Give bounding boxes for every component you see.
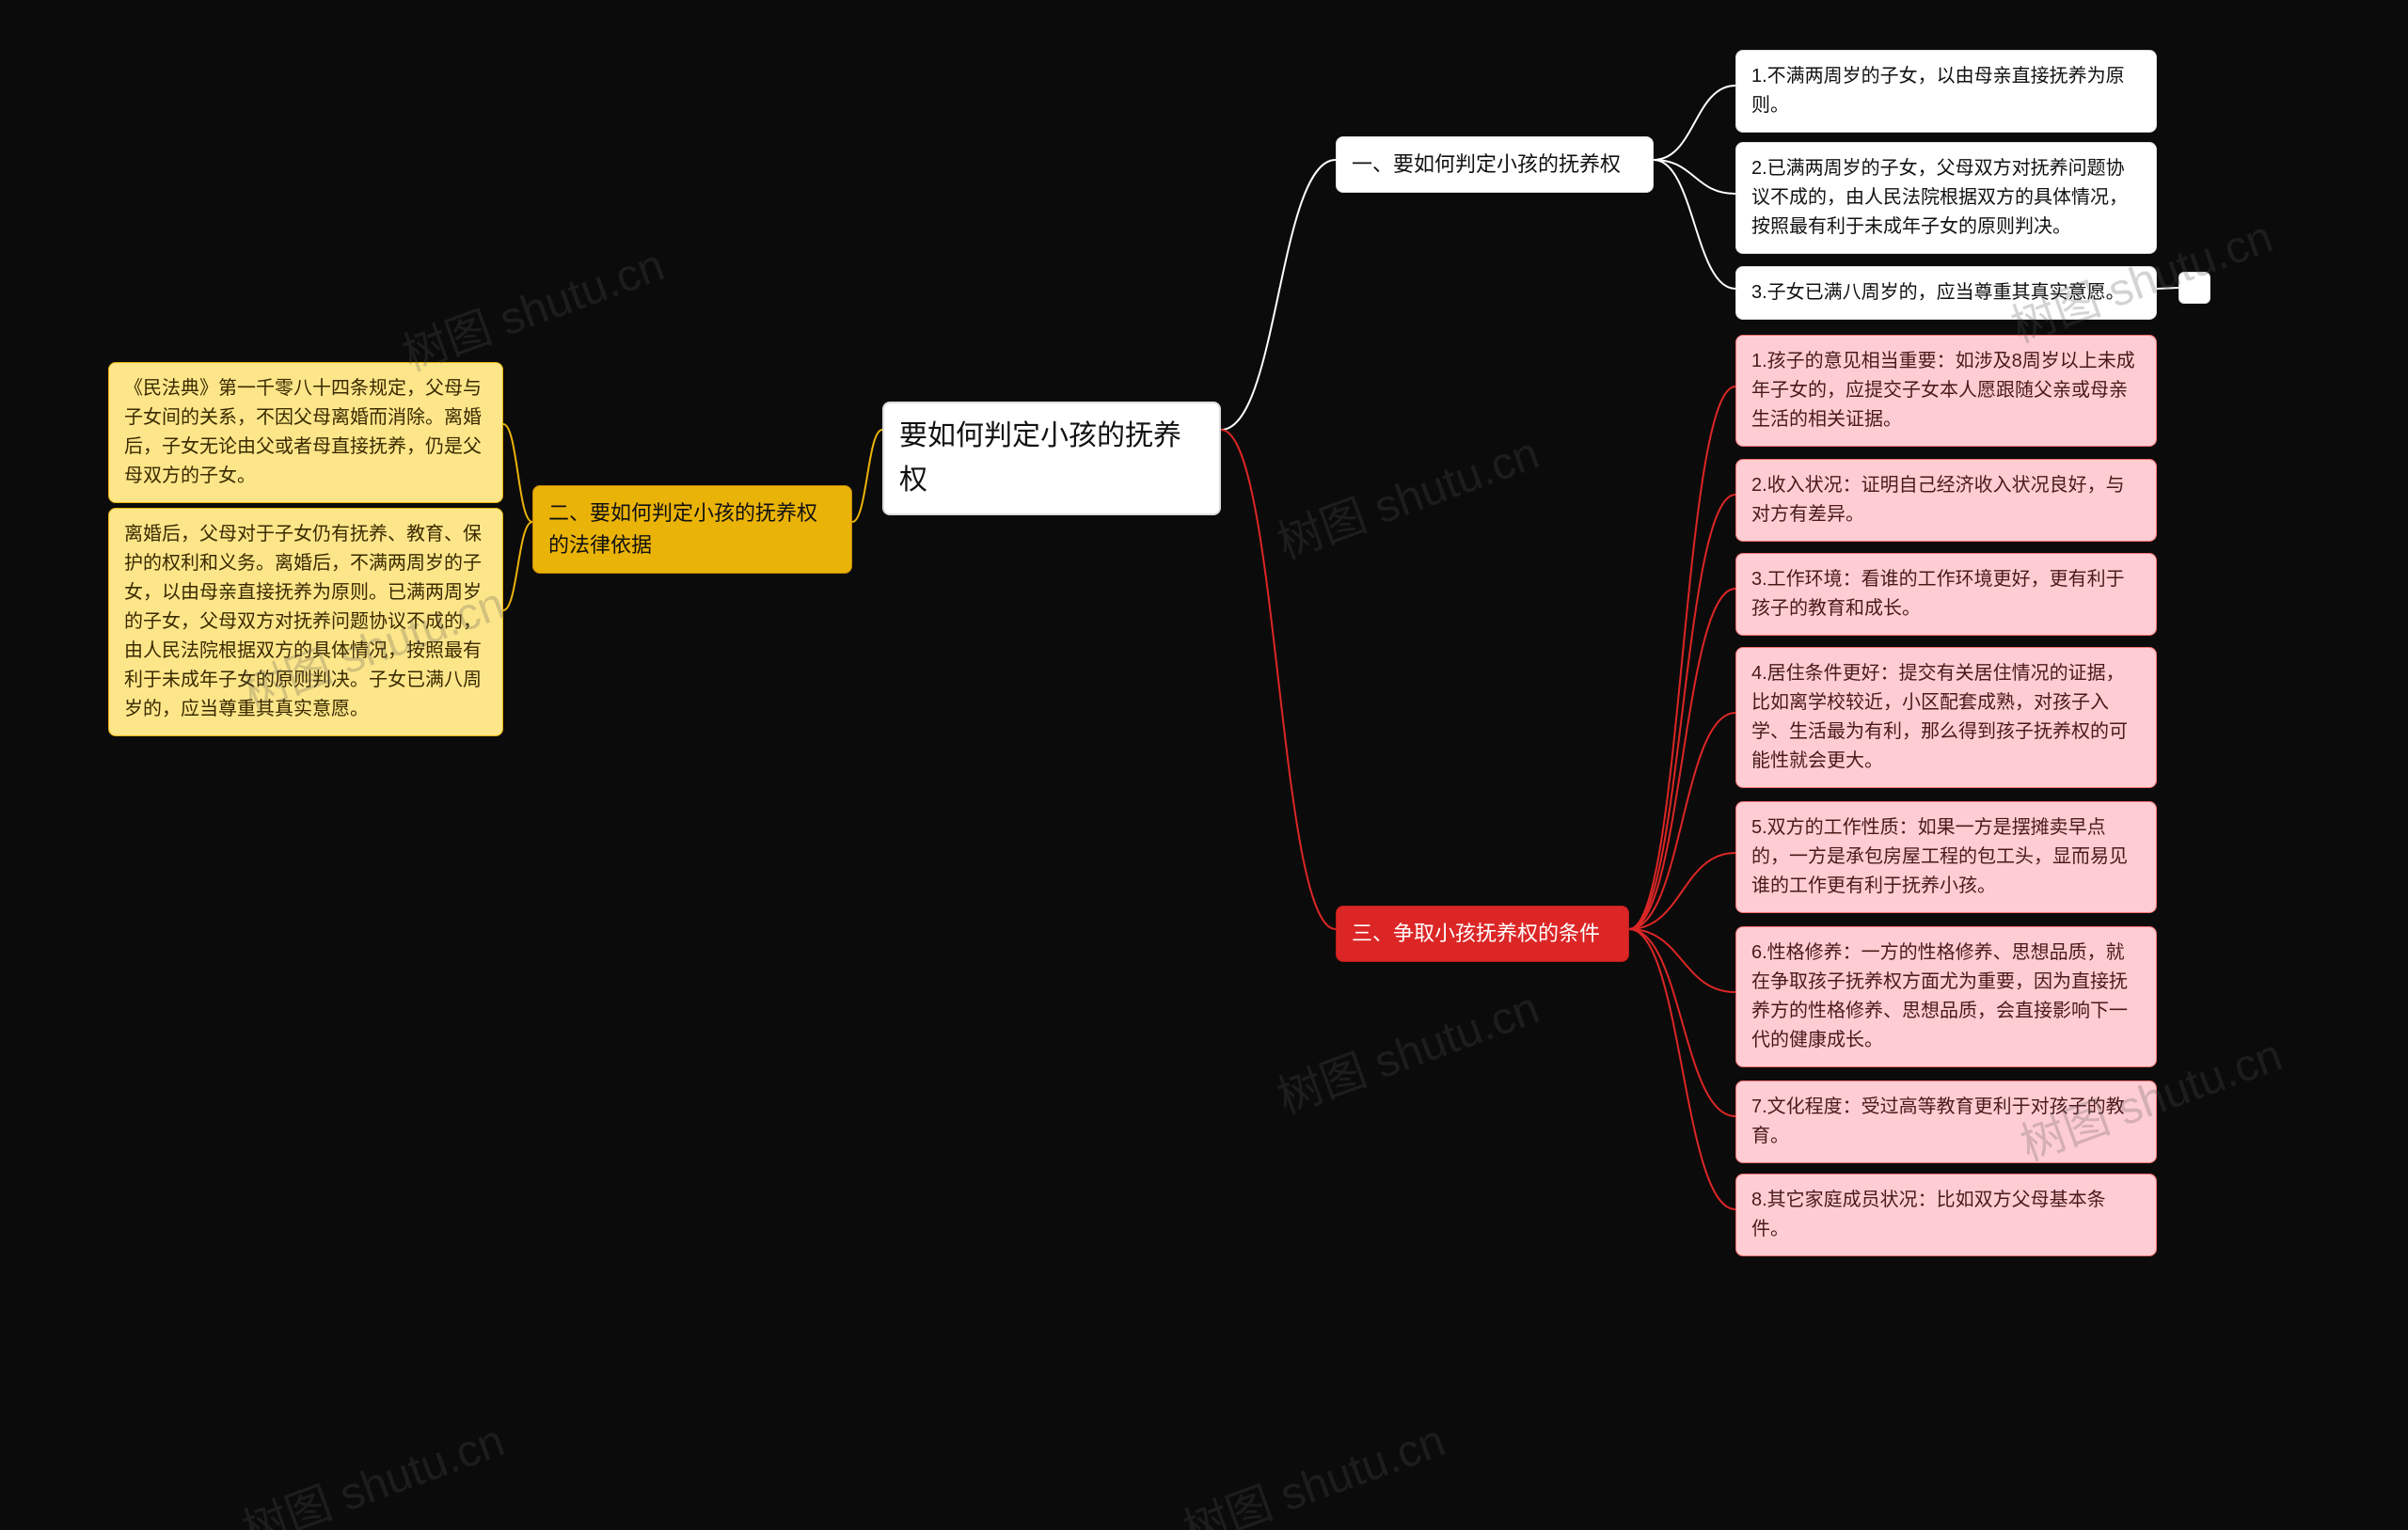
mindmap-node[interactable]: 2.已满两周岁的子女，父母双方对抚养问题协议不成的，由人民法院根据双方的具体情况… [1735, 142, 2157, 254]
mindmap-node[interactable]: 3.工作环境：看谁的工作环境更好，更有利于孩子的教育和成长。 [1735, 553, 2157, 636]
mindmap-node[interactable]: 6.性格修养：一方的性格修养、思想品质，就在争取孩子抚养权方面尤为重要，因为直接… [1735, 926, 2157, 1067]
mindmap-node[interactable]: 3.子女已满八周岁的，应当尊重其真实意愿。 [1735, 266, 2157, 320]
watermark: 树图 shutu.cn [1267, 970, 1546, 1126]
mindmap-node[interactable]: 《民法典》第一千零八十四条规定，父母与子女间的关系，不因父母离婚而消除。离婚后，… [108, 362, 503, 503]
mindmap-node[interactable]: 一、要如何判定小孩的抚养权 [1336, 136, 1654, 193]
mindmap-node[interactable]: 1.孩子的意见相当重要：如涉及8周岁以上未成年子女的，应提交子女本人愿跟随父亲或… [1735, 335, 2157, 447]
mindmap-node[interactable]: 三、争取小孩抚养权的条件 [1336, 906, 1629, 962]
mindmap-node[interactable]: 1.不满两周岁的子女，以由母亲直接抚养为原则。 [1735, 50, 2157, 133]
mindmap-node[interactable]: 2.收入状况：证明自己经济收入状况良好，与对方有差异。 [1735, 459, 2157, 542]
mindmap-node[interactable]: 离婚后，父母对于子女仍有抚养、教育、保护的权利和义务。离婚后，不满两周岁的子女，… [108, 508, 503, 736]
watermark: 树图 shutu.cn [1267, 416, 1546, 571]
mindmap-node[interactable]: 4.居住条件更好：提交有关居住情况的证据，比如离学校较近，小区配套成熟，对孩子入… [1735, 647, 2157, 788]
watermark: 树图 shutu.cn [392, 228, 672, 383]
mindmap-node[interactable]: 5.双方的工作性质：如果一方是摆摊卖早点的，一方是承包房屋工程的包工头，显而易见… [1735, 801, 2157, 913]
mindmap-node[interactable]: 7.文化程度：受过高等教育更利于对孩子的教育。 [1735, 1080, 2157, 1163]
mindmap-node[interactable]: 要如何判定小孩的抚养权 [882, 402, 1221, 515]
collapsed-child-indicator[interactable] [2178, 272, 2210, 304]
watermark: 树图 shutu.cn [1173, 1403, 1452, 1530]
mindmap-node[interactable]: 二、要如何判定小孩的抚养权的法律依据 [532, 485, 852, 574]
watermark: 树图 shutu.cn [232, 1403, 512, 1530]
mindmap-node[interactable]: 8.其它家庭成员状况：比如双方父母基本条件。 [1735, 1174, 2157, 1256]
mindmap-canvas: 要如何判定小孩的抚养权 一、要如何判定小孩的抚养权 1.不满两周岁的子女，以由母亲直… [0, 0, 2408, 1530]
